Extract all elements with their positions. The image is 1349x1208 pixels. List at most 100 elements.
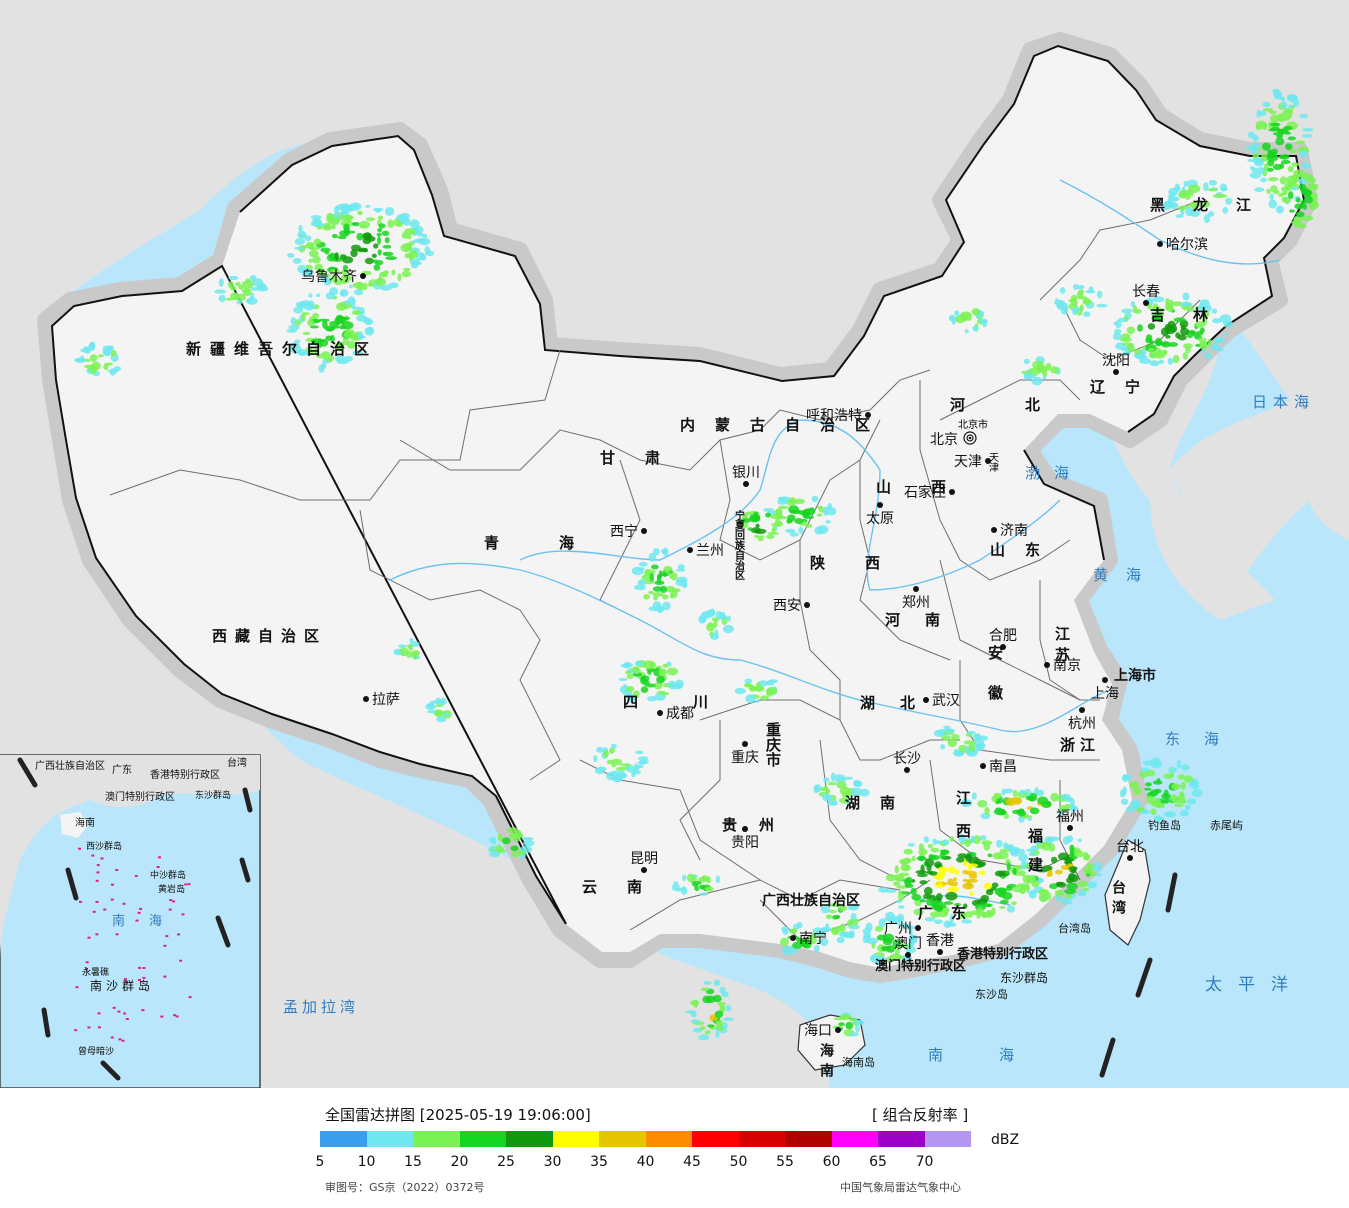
echo-cell (352, 350, 364, 356)
province-label-shanghai: 上海市 (1114, 667, 1156, 684)
echo-cell (597, 766, 607, 771)
echo-cell (829, 903, 842, 907)
echo-cell (1312, 192, 1318, 201)
echo-cell (1301, 162, 1311, 170)
echo-cell (350, 249, 358, 258)
inset-reef-mark (111, 883, 114, 886)
echo-cell (489, 837, 497, 844)
echo-cell (1180, 764, 1190, 771)
province-label-shandong: 山东 (990, 541, 1060, 559)
echo-cell (290, 317, 297, 325)
echo-cell (698, 615, 706, 624)
echo-cell (1011, 901, 1017, 906)
echo-cell (1164, 203, 1173, 207)
echo-cell (850, 913, 857, 921)
island-label-dongshadao: 东沙岛 (975, 987, 1008, 1001)
city-dot (923, 697, 929, 703)
echo-cell (242, 289, 252, 297)
echo-cell (1203, 182, 1209, 192)
echo-cell (1199, 299, 1210, 307)
echo-cell (1045, 362, 1052, 371)
echo-cell (1189, 329, 1196, 336)
inset-reef-mark (158, 856, 161, 859)
capital-beijing-marker: 北京市 天津 (958, 418, 999, 473)
echo-cell (662, 601, 671, 611)
city-label: 杭州 (1068, 716, 1096, 732)
echo-cell (1067, 835, 1074, 843)
echo-cell (1281, 159, 1291, 165)
echo-cell (850, 787, 863, 797)
sea-label-nanhai: 南海 (928, 1046, 1070, 1064)
echo-cell (816, 513, 823, 517)
echo-cell (974, 746, 984, 752)
echo-cell (1041, 801, 1052, 808)
echo-cell (698, 876, 707, 883)
echo-cell (1012, 789, 1018, 798)
city-label: 银川 (732, 465, 760, 481)
echo-cell (862, 928, 872, 935)
city-dot (877, 502, 883, 508)
city-shijiazhuang: 石家庄 (904, 484, 955, 501)
echo-cell (908, 941, 915, 948)
radar-map[interactable]: 新疆维吾尔自治区 西藏自治区 青海 甘肃 内蒙古自治区 黑龙江 吉林 辽宁 河北… (0, 0, 1349, 1089)
echo-cell (1122, 786, 1127, 796)
city-wuhan: 武汉 (923, 693, 960, 709)
echo-cell (1296, 211, 1305, 218)
echo-cell (744, 678, 753, 684)
echo-cell (1182, 352, 1189, 360)
province-label-gansu: 甘肃 (600, 449, 690, 467)
map-canvas[interactable]: 新疆维吾尔自治区 西藏自治区 青海 甘肃 内蒙古自治区 黑龙江 吉林 辽宁 河北… (0, 0, 1349, 1088)
echo-cell (635, 750, 644, 755)
inset-label-zengmu: 曾母暗沙 (78, 1045, 114, 1057)
echo-cell (1170, 196, 1180, 202)
inset-reef-mark (175, 1015, 179, 1018)
echo-cell (637, 567, 645, 571)
city-label: 南宁 (799, 930, 827, 947)
echo-cell (606, 759, 615, 765)
city-zhengzhou: 郑州 (902, 586, 930, 611)
echo-cell (1009, 846, 1021, 855)
echo-cell (961, 912, 968, 918)
echo-cell (771, 522, 782, 527)
legend-title: 全国雷达拼图 [2025-05-19 19:06:00] (325, 1106, 591, 1124)
echo-cell (816, 932, 825, 937)
echo-cell (391, 269, 396, 276)
echo-cell (435, 699, 445, 705)
island-label-chiweiyu: 赤尾屿 (1210, 819, 1243, 832)
echo-cell (970, 835, 975, 844)
echo-cell (511, 851, 520, 858)
echo-cell (342, 274, 347, 279)
city-label: 香港 (926, 933, 954, 949)
inset-reef-mark (163, 944, 167, 947)
sea-label-ribenhai: 日本海 (1252, 393, 1315, 411)
province-label-qinghai: 青海 (484, 534, 634, 552)
echo-cell (1165, 335, 1171, 339)
echo-cell (1211, 308, 1218, 314)
echo-cell (1140, 809, 1151, 815)
echo-cell (521, 836, 534, 841)
echo-cell (1272, 163, 1283, 171)
city-xian: 西安 (773, 598, 810, 614)
echo-cell (926, 864, 932, 872)
color-swatch (645, 1131, 692, 1147)
echo-cell (656, 675, 665, 684)
city-hefei: 合肥 (989, 628, 1017, 650)
echo-cell (648, 552, 657, 562)
echo-cell (340, 320, 345, 325)
echo-cell (1065, 796, 1073, 803)
echo-cell (649, 572, 654, 582)
echo-cell (403, 267, 411, 272)
echo-cell (1077, 891, 1083, 897)
city-dot (790, 935, 796, 941)
echo-cell (1034, 862, 1040, 870)
echo-cell (1299, 150, 1309, 158)
echo-cell (723, 624, 734, 634)
echo-cell (1068, 298, 1077, 303)
inset-reef-mark (142, 967, 146, 969)
inset-reef-mark (78, 847, 81, 850)
province-label-guizhou: 贵州 (722, 816, 796, 834)
echo-cell (376, 232, 382, 237)
echo-cell (1298, 183, 1307, 191)
echo-cell (675, 679, 684, 689)
echo-cell (853, 780, 863, 788)
